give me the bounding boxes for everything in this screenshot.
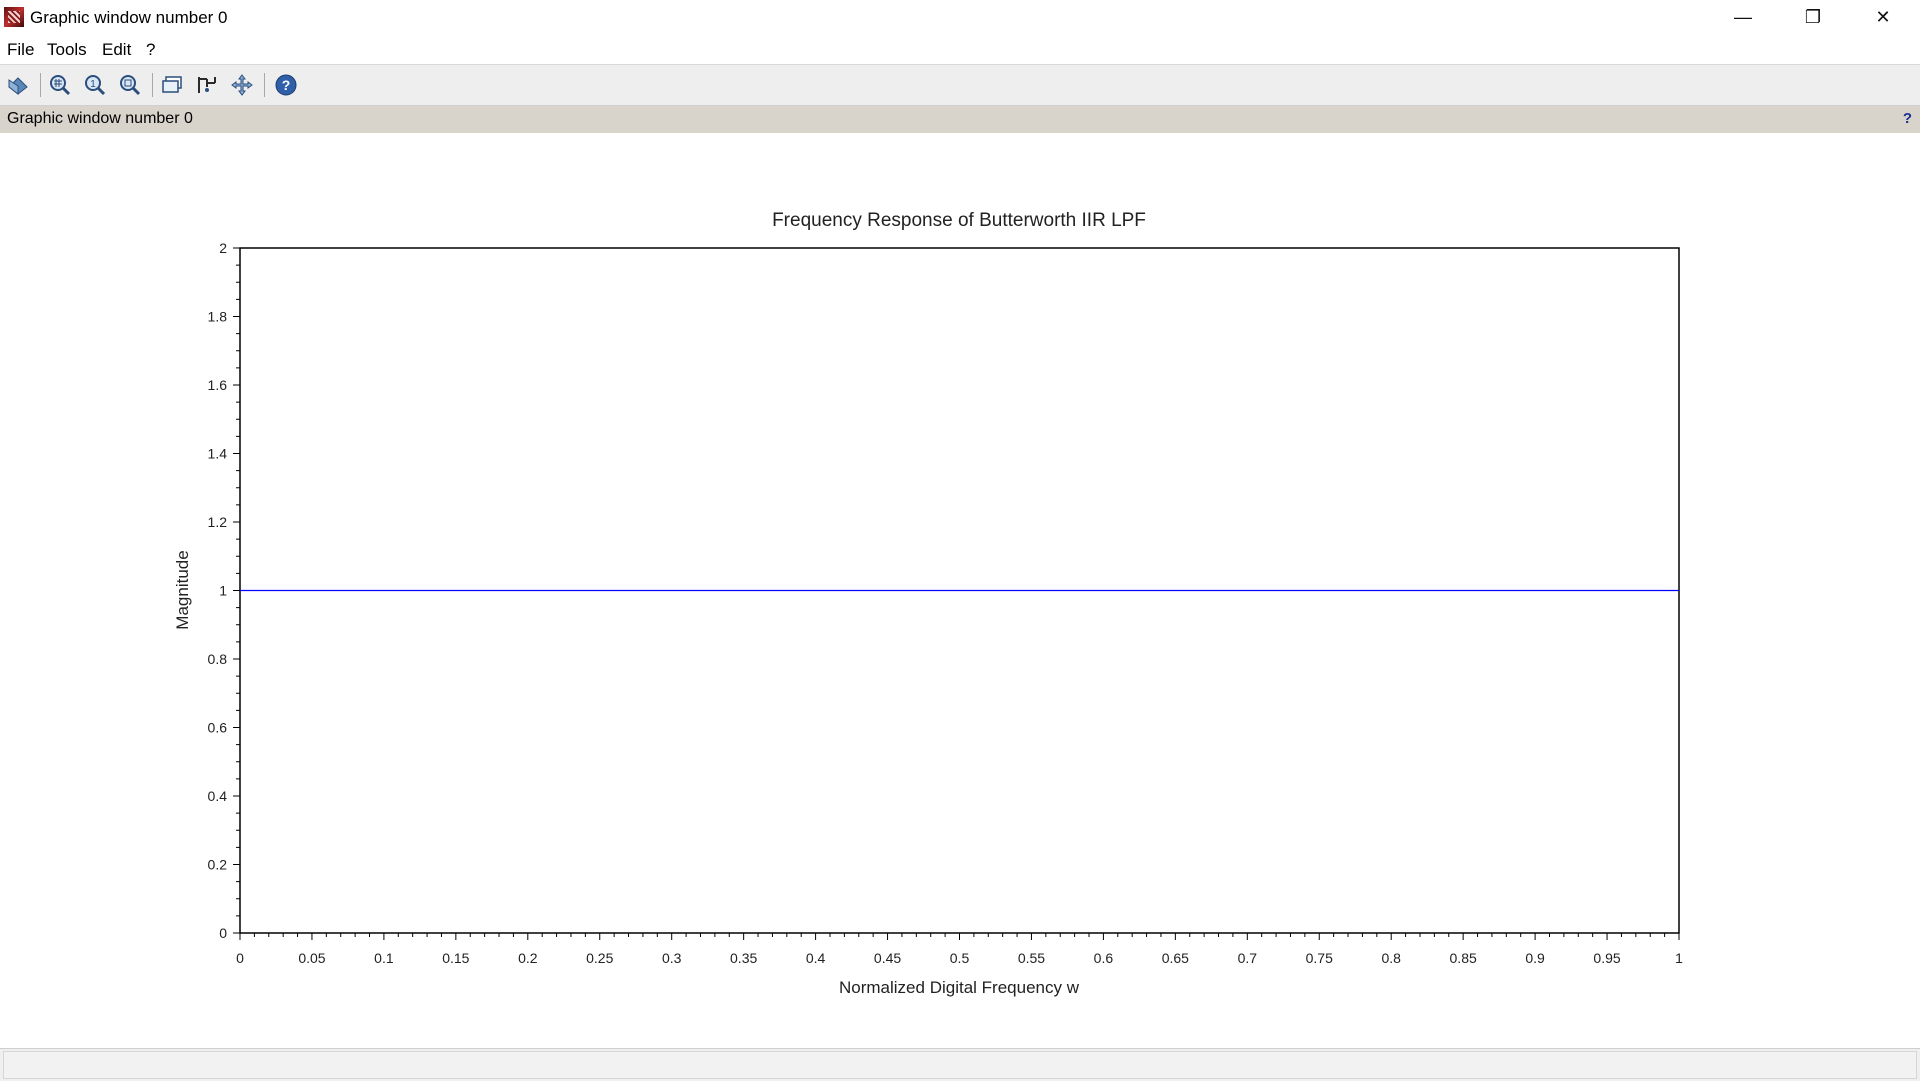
x-tick-label: 0.9	[1525, 950, 1545, 966]
x-tick-label: 0.65	[1162, 950, 1189, 966]
svg-text:1: 1	[90, 79, 96, 90]
help-icon: ?	[275, 74, 297, 96]
menu-help[interactable]: ?	[146, 40, 156, 59]
toolbar-separator	[152, 73, 153, 97]
chart-title: Frequency Response of Butterworth IIR LP…	[772, 210, 1146, 231]
minimize-button[interactable]: —	[1708, 0, 1778, 34]
y-tick-label: 0	[219, 925, 227, 941]
x-tick-label: 0.05	[298, 950, 325, 966]
menu-file[interactable]: File	[7, 40, 35, 59]
axis-ticks: 0 0.05 0.1 0.15 0.2 0.25 0.3 0.35 0.4 0.45 0.5 0.55…	[208, 240, 1684, 966]
info-bar-text: Graphic window number 0	[7, 110, 193, 127]
toolbar: 1 ?	[0, 65, 1920, 106]
y-tick-label: 1.4	[208, 446, 228, 462]
datatip-button[interactable]	[159, 72, 185, 98]
y-tick-label: 1.6	[208, 377, 228, 393]
x-tick-label: 0.85	[1450, 950, 1477, 966]
zoom-reset-button[interactable]: 1	[82, 72, 108, 98]
x-tick-label: 0.25	[586, 950, 613, 966]
x-tick-label: 0.6	[1094, 950, 1114, 966]
zoom-area-icon	[50, 75, 71, 96]
x-tick-label: 0.8	[1381, 950, 1401, 966]
rotate-icon	[8, 77, 28, 96]
zoom-reset-icon: 1	[85, 75, 106, 96]
y-tick-label: 2	[219, 240, 227, 256]
x-tick-label: 1	[1675, 950, 1683, 966]
info-help-icon[interactable]: ?	[1902, 110, 1912, 127]
x-tick-label: 0.2	[518, 950, 538, 966]
help-button[interactable]: ?	[273, 72, 299, 98]
y-tick-label: 1.2	[208, 514, 228, 530]
x-tick-label: 0.45	[874, 950, 901, 966]
x-tick-label: 0	[236, 950, 244, 966]
x-tick-label: 0.55	[1018, 950, 1045, 966]
menu-edit[interactable]: Edit	[102, 40, 132, 59]
rotate-button[interactable]	[5, 72, 31, 98]
y-tick-label: 0.4	[208, 788, 228, 804]
restore-icon: ❐	[1804, 6, 1822, 27]
pan-icon	[231, 74, 253, 96]
x-tick-label: 0.75	[1306, 950, 1333, 966]
minimize-icon: —	[1734, 6, 1752, 27]
y-tick-label: 1	[219, 583, 227, 599]
x-tick-label: 0.15	[442, 950, 469, 966]
x-axis-label: Normalized Digital Frequency w	[839, 978, 1080, 997]
pan-button[interactable]	[229, 72, 255, 98]
datatip-edit-button[interactable]	[194, 72, 220, 98]
y-tick-label: 0.2	[208, 857, 228, 873]
toolbar-separator	[264, 73, 265, 97]
x-tick-label: 0.5	[950, 950, 970, 966]
toolbar-separator	[40, 73, 41, 97]
y-tick-label: 1.8	[208, 309, 228, 325]
scilab-app-icon	[4, 7, 24, 27]
restore-button[interactable]: ❐	[1778, 0, 1848, 34]
y-tick-label: 0.8	[208, 651, 228, 667]
zoom-icon	[120, 75, 141, 96]
datatip-edit-icon	[198, 77, 216, 93]
menu-tools[interactable]: Tools	[47, 40, 87, 59]
y-axis-label: Magnitude	[173, 550, 192, 629]
plot-canvas[interactable]: Frequency Response of Butterworth IIR LP…	[0, 133, 1920, 1048]
x-tick-label: 0.4	[806, 950, 826, 966]
info-bar: Graphic window number 0 ?	[0, 106, 1920, 133]
close-button[interactable]: ✕	[1848, 0, 1918, 34]
status-bar	[0, 1048, 1920, 1081]
zoom-area-button[interactable]	[47, 72, 73, 98]
plot-svg: Frequency Response of Butterworth IIR LP…	[173, 210, 1684, 997]
title-bar: Graphic window number 0 — ❐ ✕	[0, 0, 1920, 36]
status-field	[3, 1051, 1917, 1079]
x-tick-label: 0.7	[1238, 950, 1258, 966]
datatip-icon	[162, 76, 182, 93]
x-tick-label: 0.3	[662, 950, 682, 966]
window-title: Graphic window number 0	[30, 8, 228, 27]
zoom-button[interactable]	[117, 72, 143, 98]
x-tick-label: 0.95	[1593, 950, 1620, 966]
x-tick-label: 0.35	[730, 950, 757, 966]
x-tick-label: 0.1	[374, 950, 394, 966]
close-icon: ✕	[1875, 6, 1891, 27]
y-tick-label: 0.6	[208, 720, 228, 736]
menu-bar: File Tools Edit ?	[0, 36, 1920, 65]
svg-text:?: ?	[282, 77, 291, 93]
